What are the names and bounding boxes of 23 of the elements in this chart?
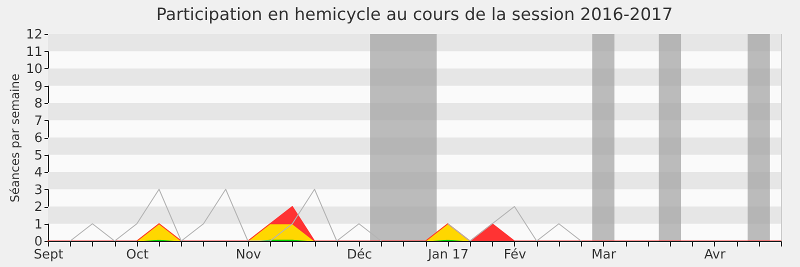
y-tick-label: 7 xyxy=(34,114,42,129)
y-tick-label: 4 xyxy=(34,166,42,180)
y-tick-label: 2 xyxy=(34,200,42,215)
x-tick-label: Déc xyxy=(346,248,372,262)
y-tick-label: 3 xyxy=(34,182,42,198)
x-tick-label: Fév xyxy=(504,248,526,262)
y-axis-title: Séances par semaine xyxy=(8,74,22,202)
y-tick-label: 8 xyxy=(34,96,42,112)
chart-title: Participation en hemicycle au cours de la session 2016-2017 xyxy=(156,5,673,25)
y-tick-label: 0 xyxy=(34,234,42,250)
x-tick-label: Nov xyxy=(236,248,262,262)
x-tick-label: Oct xyxy=(126,248,149,262)
y-tick-label: 9 xyxy=(34,79,42,94)
y-tick-label: 6 xyxy=(34,131,42,146)
x-tick-label: Sept xyxy=(34,248,64,262)
x-tick-label: Mar xyxy=(592,248,617,262)
y-tick-label: 5 xyxy=(34,148,42,164)
y-tick-label: 12 xyxy=(26,28,42,42)
x-tick-label: Jan 17 xyxy=(426,248,469,262)
y-tick-label: 1 xyxy=(34,217,42,232)
x-tick-label: Avr xyxy=(704,248,726,262)
y-tick-label: 10 xyxy=(26,62,42,77)
y-tick-label: 11 xyxy=(26,44,42,60)
